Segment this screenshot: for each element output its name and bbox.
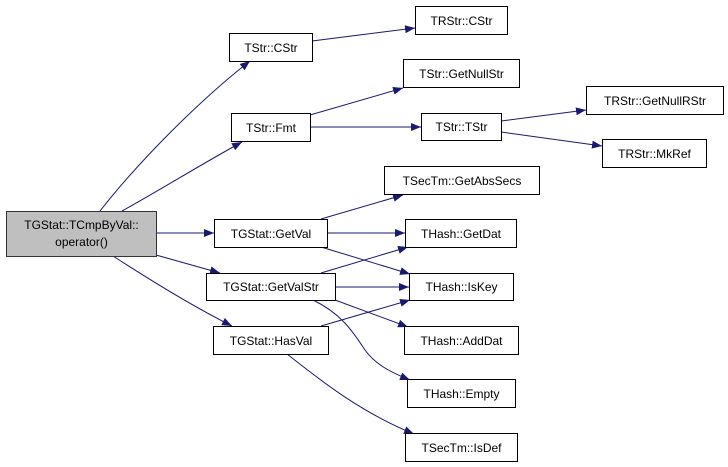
node-tgstat-getvalstr[interactable]: TGStat::GetValStr [206,273,336,301]
node-root-tcmpbyval-operator[interactable]: TGStat::TCmpByVal:: operator() [6,211,157,257]
node-trstr-cstr[interactable]: TRStr::CStr [415,6,508,35]
edge-hasval-isdef [286,353,415,435]
node-tgstat-getval[interactable]: TGStat::GetVal [214,219,328,248]
edge-getvalstr-getdat [320,246,409,274]
node-tstr-tstr[interactable]: TStr::TStr [421,113,502,141]
edge-getval-iskey [320,246,411,275]
edge-root-tstr-cstr [99,60,251,212]
node-thash-iskey[interactable]: THash::IsKey [409,273,514,301]
node-tstr-cstr[interactable]: TStr::CStr [229,33,313,62]
root-label-line1: TGStat::TCmpByVal:: [24,218,139,232]
edge-hasval-iskey [320,298,411,327]
node-tgstat-hasval[interactable]: TGStat::HasVal [213,326,329,355]
edge-fmt-getnullstr [309,86,404,116]
node-thash-empty[interactable]: THash::Empty [407,379,516,408]
node-tsectm-getabssecs[interactable]: TSecTm::GetAbsSecs [384,166,540,195]
node-thash-adddat[interactable]: THash::AddDat [404,326,519,355]
node-tsectm-isdef[interactable]: TSecTm::IsDef [405,433,518,462]
root-label-line2: operator() [55,235,108,249]
edge-root-hasval [112,255,233,327]
edge-getval-getabssecs [320,193,404,220]
node-thash-getdat[interactable]: THash::GetDat [405,219,517,248]
edge-tstr-getnullrstr [500,107,587,122]
edge-root-tstr-fmt [121,141,243,212]
edge-tstr-mkref [500,131,603,149]
edge-tstr-cstr-trstr-cstr [311,25,416,42]
node-tstr-fmt[interactable]: TStr::Fmt [231,113,311,142]
edge-getvalstr-empty [312,299,411,381]
edge-getvalstr-adddat [334,299,409,328]
node-tstr-getnullstr[interactable]: TStr::GetNullStr [403,59,520,88]
node-trstr-mkref[interactable]: TRStr::MkRef [602,139,707,168]
node-trstr-getnullrstr[interactable]: TRStr::GetNullRStr [586,86,724,115]
edge-root-getvalstr [155,254,221,275]
